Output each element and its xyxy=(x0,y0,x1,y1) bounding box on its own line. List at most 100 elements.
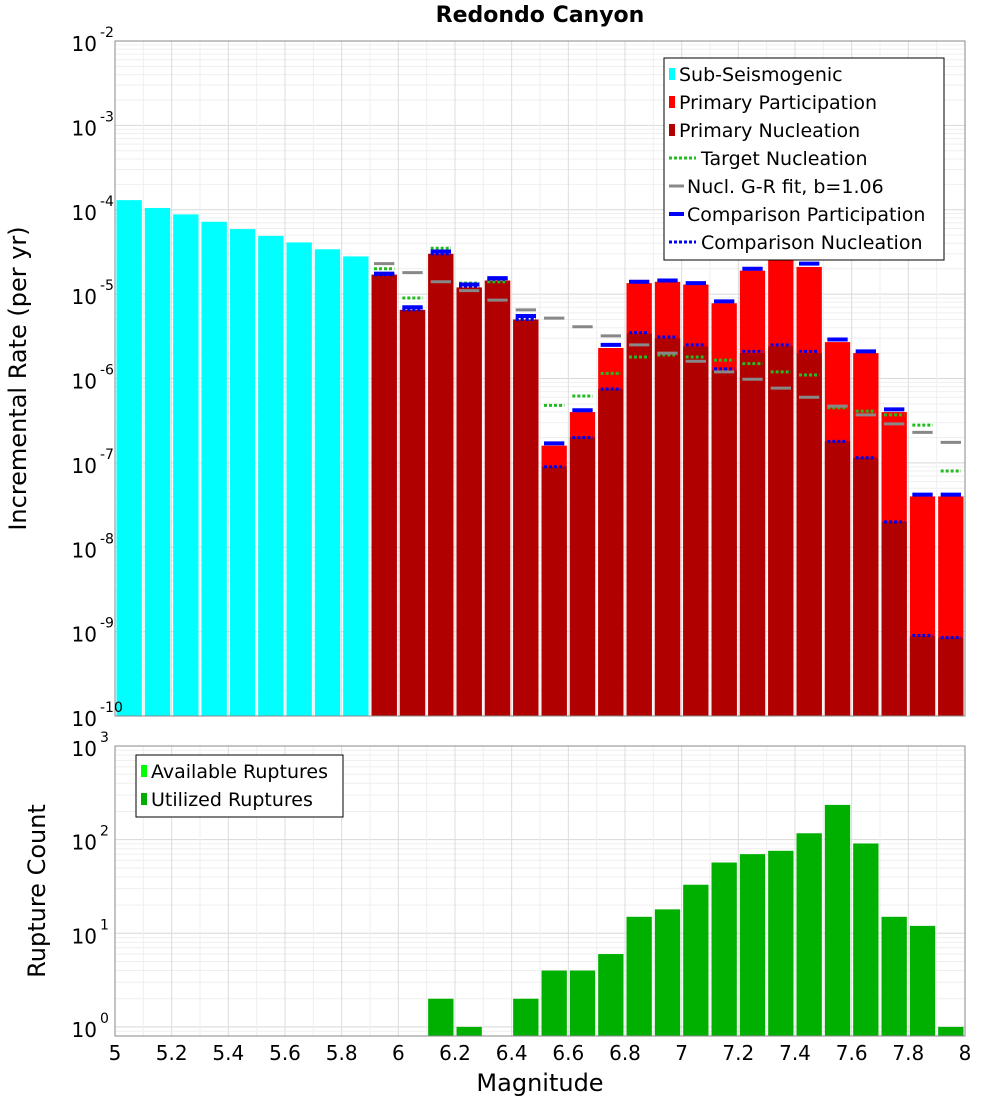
bar xyxy=(796,833,822,1036)
bar xyxy=(484,280,511,716)
bar xyxy=(711,862,737,1036)
legend-label: Primary Nucleation xyxy=(679,120,860,142)
x-tick-label: 5 xyxy=(109,1041,122,1065)
bar xyxy=(683,346,709,716)
bar xyxy=(626,916,652,1036)
bar xyxy=(598,389,624,716)
y-tick-base: 10 xyxy=(72,1018,97,1042)
bar xyxy=(739,353,766,716)
plot-frame xyxy=(114,40,966,717)
legend-label: Comparison Nucleation xyxy=(701,232,923,254)
y-tick-label: 10 -7 xyxy=(72,447,114,478)
y-tick-base: 10 xyxy=(72,707,97,731)
legend-box xyxy=(663,57,945,261)
legend-item: Available Ruptures xyxy=(141,761,328,783)
bar xyxy=(541,466,567,716)
bar xyxy=(569,970,596,1036)
legend: Sub-Seismogenic Primary Participation Prim… xyxy=(663,57,945,261)
bar xyxy=(881,916,907,1036)
series-comparison-participation xyxy=(374,249,961,497)
bar xyxy=(229,229,256,717)
legend-item: Target Nucleation xyxy=(669,148,868,170)
legend-swatch xyxy=(141,765,147,777)
y-tick-exp: 0 xyxy=(100,1011,109,1027)
legend-label: Available Ruptures xyxy=(151,761,328,783)
series-utilized-ruptures xyxy=(428,804,964,1036)
grid xyxy=(114,746,966,1037)
legend-item: Comparison Participation xyxy=(669,204,925,226)
bar xyxy=(201,221,227,716)
bar xyxy=(626,333,652,716)
x-tick-label: 5.2 xyxy=(156,1041,188,1065)
bar xyxy=(541,970,567,1036)
bar xyxy=(796,353,822,716)
bar xyxy=(881,521,907,716)
bar xyxy=(739,854,766,1036)
legend-item: Comparison Nucleation xyxy=(669,232,923,254)
y-tick-base: 10 xyxy=(72,538,97,562)
bar xyxy=(286,242,312,716)
y-tick-label: 10 -8 xyxy=(72,531,114,562)
x-tick-label: 6.2 xyxy=(439,1041,471,1065)
x-tick-label: 6.6 xyxy=(552,1041,584,1065)
legend-swatch xyxy=(141,793,147,805)
x-tick-label: 5.4 xyxy=(212,1041,244,1065)
y-tick-base: 10 xyxy=(72,831,97,855)
bar xyxy=(768,850,794,1036)
bar xyxy=(513,319,539,716)
y-tick-base: 10 xyxy=(72,32,97,56)
bar xyxy=(824,804,851,1036)
x-tick-label: 8 xyxy=(959,1041,972,1065)
y-tick-exp: -2 xyxy=(100,25,114,41)
bar xyxy=(173,214,199,717)
bar xyxy=(314,249,341,716)
bar xyxy=(116,200,142,716)
bar xyxy=(654,909,681,1036)
legend-label: Comparison Participation xyxy=(687,204,925,226)
bar xyxy=(569,437,596,716)
bar xyxy=(456,1026,482,1036)
legend-label: Nucl. G-R fit, b=1.06 xyxy=(687,176,884,198)
bar xyxy=(513,998,539,1036)
y-tick-exp: -5 xyxy=(100,278,114,294)
y-tick-base: 10 xyxy=(72,623,97,647)
legend-label: Primary Participation xyxy=(679,92,877,114)
series-nucl-g-r-fit-b-1-06 xyxy=(374,262,961,444)
bar xyxy=(824,441,851,716)
x-tick-label: 7.8 xyxy=(892,1041,924,1065)
bar xyxy=(938,1026,964,1036)
x-tick-label: 5.8 xyxy=(326,1041,358,1065)
y-tick-base: 10 xyxy=(72,924,97,948)
plot-frame xyxy=(114,745,966,1037)
bar xyxy=(144,207,171,716)
bar xyxy=(711,370,737,716)
y-tick-label: 10 -5 xyxy=(72,278,114,309)
y-tick-base: 10 xyxy=(72,454,97,478)
y-tick-exp: -3 xyxy=(100,109,114,125)
bar xyxy=(598,954,624,1036)
y-tick-label: 10 3 xyxy=(72,730,109,761)
series-primary-nucleation xyxy=(371,253,964,716)
legend-swatch xyxy=(669,96,675,108)
x-axis: 5 5.2 5.4 5.6 5.8 6 6.2 6.4 6.6 6.8 7 7.2 7.4 7.6 7.8 8… xyxy=(109,1041,972,1097)
legend-swatch xyxy=(669,68,675,80)
y-tick-label: 10 1 xyxy=(72,917,109,948)
bar xyxy=(768,346,794,716)
y-tick-label: 10 -3 xyxy=(72,109,114,140)
legend-box xyxy=(135,754,344,818)
y-tick-exp: 1 xyxy=(100,917,109,933)
bar xyxy=(909,636,936,716)
y-tick-exp: -10 xyxy=(100,700,123,716)
y-tick-base: 10 xyxy=(72,201,97,225)
bar xyxy=(399,309,426,716)
bar xyxy=(853,457,879,716)
y-tick-label: 10 -10 xyxy=(72,700,123,731)
legend-item: Utilized Ruptures xyxy=(141,789,313,811)
legend-swatch xyxy=(669,124,675,136)
legend-item: Primary Nucleation xyxy=(669,120,860,142)
y-tick-base: 10 xyxy=(72,370,97,394)
y-tick-base: 10 xyxy=(72,116,97,140)
